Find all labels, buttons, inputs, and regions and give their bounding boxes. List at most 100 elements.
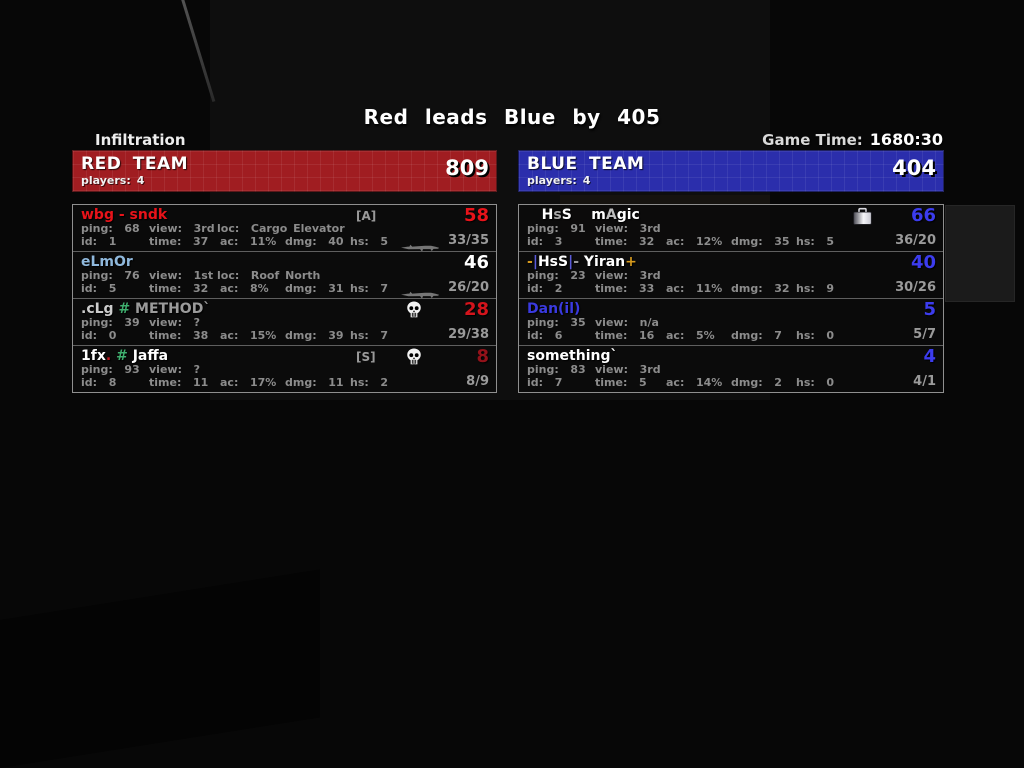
stat-hs: hs: 7	[350, 282, 389, 295]
stat-view: view: 3rd	[595, 363, 661, 376]
frag-count: 30/26	[895, 280, 936, 295]
player-name-segment: s	[553, 207, 562, 223]
stat-time: time: 16	[595, 329, 655, 342]
stat-ping: ping: 93	[81, 363, 140, 376]
player-name-segment: wbg - sndk	[81, 207, 168, 223]
weapon-icon	[401, 285, 441, 304]
player-name-segment: 1fx	[81, 348, 106, 364]
stat-ac: ac: 11%	[666, 282, 723, 295]
stat-hs: hs: 9	[796, 282, 835, 295]
stat-id: id: 6	[527, 329, 563, 342]
player-name-segment: |	[532, 254, 538, 270]
stat-view: view: 3rd	[149, 222, 215, 235]
player-name-segment: |	[568, 254, 574, 270]
player-tag: [S]	[356, 350, 376, 364]
stat-ping: ping: 39	[81, 316, 140, 329]
stat-id: id: 2	[527, 282, 563, 295]
player-row: .cLg # METHOD` 28 29/38 ping: 39 view: ? i…	[73, 298, 496, 345]
player-name: 1fx. # Jaffa	[81, 348, 168, 364]
stat-ping: ping: 83	[527, 363, 586, 376]
player-row: -|HsS|- Yiran+ 40 30/26 ping: 23 view: 3r…	[519, 251, 943, 298]
stat-loc: loc: Cargo Elevator	[217, 222, 345, 235]
player-name: .cLg # METHOD`	[81, 301, 210, 317]
stat-hs: hs: 7	[350, 329, 389, 342]
frag-count: 8/9	[466, 374, 489, 389]
player-score: 66	[910, 205, 936, 226]
stat-time: time: 32	[149, 282, 209, 295]
stat-view: view: ?	[149, 316, 201, 329]
stat-dmg: dmg: 11	[285, 376, 344, 389]
player-row: 1fx. # Jaffa [S] 8 8/9 ping: 93 view: ? id…	[73, 345, 496, 392]
player-name-segment: -	[573, 254, 584, 270]
stat-ping: ping: 68	[81, 222, 140, 235]
player-name-segment: Dan(il)	[527, 301, 581, 317]
frag-count: 29/38	[448, 327, 489, 342]
player-score: 40	[910, 252, 936, 273]
stat-dmg: dmg: 32	[731, 282, 790, 295]
player-row: wbg - sndk [A] 58 33/35 ping: 68 view: 3r…	[73, 205, 496, 252]
frag-count: 36/20	[895, 233, 936, 248]
player-name: something`	[527, 348, 617, 364]
stat-ac: ac: 11%	[220, 235, 277, 248]
stat-id: id: 3	[527, 235, 563, 248]
team-name: BLUE TEAM	[527, 154, 645, 174]
game-time-label: Game Time:	[762, 131, 863, 149]
stat-view: view: 3rd	[595, 222, 661, 235]
player-name-segment: -	[527, 254, 533, 270]
stat-ac: ac: 8%	[220, 282, 269, 295]
player-row: HsS mAgic 66 36/20 ping: 91 view: 3rd id: …	[519, 205, 943, 251]
skull-icon	[406, 348, 422, 370]
stat-dmg: dmg: 2	[731, 376, 782, 389]
game-time: Game Time: 1680:30	[762, 130, 943, 149]
team-name: RED TEAM	[81, 154, 189, 174]
background-pillar	[945, 205, 1015, 302]
stat-time: time: 37	[149, 235, 209, 248]
player-name: -|HsS|- Yiran+	[527, 254, 637, 270]
stat-ping: ping: 91	[527, 222, 586, 235]
stat-ping: ping: 76	[81, 269, 140, 282]
blue-player-list: HsS mAgic 66 36/20 ping: 91 view: 3rd id: …	[518, 204, 944, 393]
briefcase-icon	[852, 207, 873, 230]
player-name: Dan(il)	[527, 301, 580, 317]
frag-count: 26/20	[448, 280, 489, 295]
stat-id: id: 8	[81, 376, 117, 389]
stat-hs: hs: 5	[796, 235, 835, 248]
stat-hs: hs: 0	[796, 329, 835, 342]
player-name-segment: A	[605, 207, 617, 223]
stat-time: time: 33	[595, 282, 655, 295]
game-time-value: 1680:30	[869, 130, 943, 149]
player-row: something` 4 4/1 ping: 83 view: 3rd id: 7 t…	[519, 345, 943, 392]
stat-ac: ac: 5%	[666, 329, 715, 342]
background-floor	[0, 569, 320, 768]
stat-time: time: 38	[149, 329, 209, 342]
stat-dmg: dmg: 39	[285, 329, 344, 342]
stat-time: time: 11	[149, 376, 209, 389]
stat-id: id: 5	[81, 282, 117, 295]
player-name-segment: #	[116, 348, 133, 364]
stat-hs: hs: 0	[796, 376, 835, 389]
player-name-segment: eLmOr	[81, 254, 133, 270]
frag-count: 4/1	[913, 374, 936, 389]
player-name-segment: #	[118, 301, 136, 317]
player-score: 46	[463, 252, 489, 273]
game-mode-label: Infiltration	[95, 131, 186, 149]
stat-view: view: n/a	[595, 316, 659, 329]
stat-dmg: dmg: 40	[285, 235, 344, 248]
stat-ping: ping: 23	[527, 269, 586, 282]
player-score: 28	[463, 299, 489, 320]
stat-ac: ac: 14%	[666, 376, 723, 389]
stat-id: id: 7	[527, 376, 563, 389]
frag-count: 5/7	[913, 327, 936, 342]
stat-loc: loc: Roof North	[217, 269, 321, 282]
players-count: 4	[136, 174, 145, 187]
player-name-segment: METHOD`	[135, 301, 211, 317]
lead-title: Red leads Blue by 405	[363, 105, 661, 129]
player-name-segment: gic	[616, 207, 640, 223]
team-players: players: 4	[81, 174, 144, 187]
player-row: eLmOr 46 26/20 ping: 76 view: 1st loc: Roo…	[73, 251, 496, 299]
stat-view: view: ?	[149, 363, 201, 376]
player-name-segment: S	[561, 207, 572, 223]
red-player-list: wbg - sndk [A] 58 33/35 ping: 68 view: 3r…	[72, 204, 497, 393]
player-score: 5	[923, 299, 936, 320]
stat-ac: ac: 12%	[666, 235, 723, 248]
